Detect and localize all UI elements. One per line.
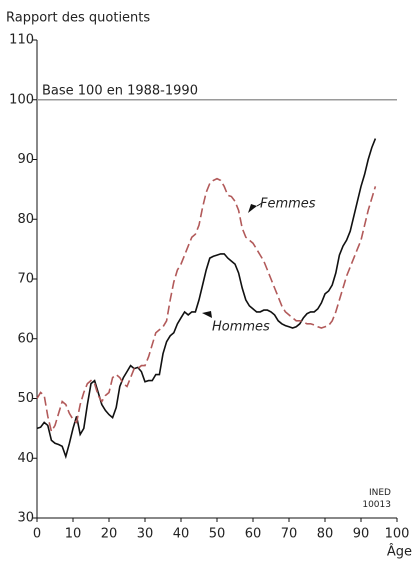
arrow-stem [256,202,263,207]
line-series [36,138,377,460]
arrow [248,204,257,213]
y-axis-label: Rapport des quotients [6,11,150,26]
y-tick-label: 110 [9,33,34,48]
reference-label: Base 100 en 1988-1990 [42,83,198,98]
x-tick-label: 60 [245,527,262,542]
y-tick-label: 50 [17,391,34,406]
x-tick-label: 70 [281,527,298,542]
y-tick-label: 60 [17,331,34,346]
y-tick-label: 100 [9,92,34,107]
x-tick-label: 20 [101,527,118,542]
y-tick-label: 40 [17,451,34,466]
x-tick-label: 90 [353,527,370,542]
x-tick-label: 100 [385,527,410,542]
arrow [202,311,212,318]
note: INED 10013 [362,488,391,510]
x-tick-label: 40 [173,527,190,542]
y-tick-label: 90 [17,152,34,167]
y-tick-label: 80 [17,212,34,227]
y-tick-label: 70 [17,272,34,287]
x-tick-label: 50 [209,527,226,542]
line-series [36,177,377,434]
x-tick-label: 0 [33,527,41,542]
y-tick-label: 30 [17,511,34,526]
x-tick-label: 30 [137,527,154,542]
x-tick-label: 10 [65,527,82,542]
series-label: Hommes [212,320,270,335]
x-tick-label: 80 [317,527,334,542]
x-axis-label: Âge [387,544,412,560]
series-label: Femmes [260,197,316,212]
